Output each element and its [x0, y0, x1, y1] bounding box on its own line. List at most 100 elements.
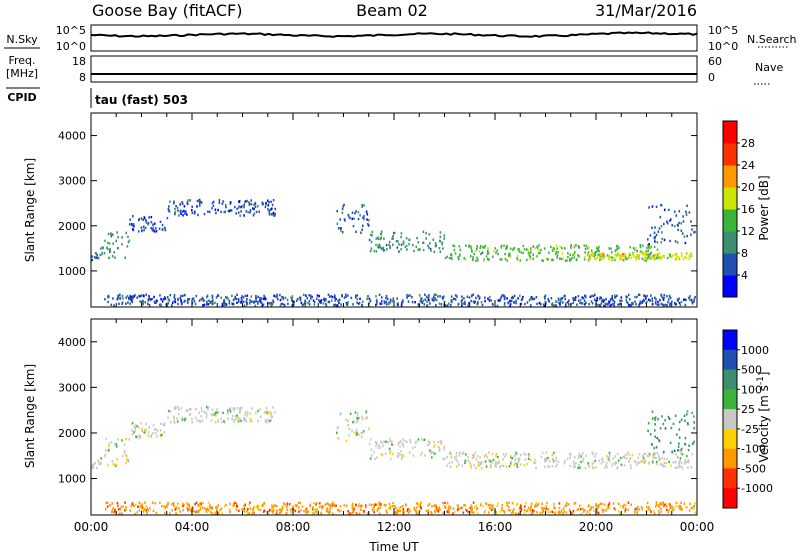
data-point: [292, 505, 294, 509]
data-point: [674, 303, 677, 306]
data-point: [469, 461, 471, 465]
data-point: [619, 512, 621, 515]
data-point: [390, 440, 393, 443]
data-point: [694, 502, 696, 505]
data-point: [548, 251, 550, 254]
data-point: [629, 253, 631, 256]
data-point: [655, 503, 658, 507]
data-point: [551, 302, 554, 305]
data-point: [517, 248, 519, 251]
data-point: [615, 461, 618, 464]
data-point: [155, 230, 158, 233]
data-point: [543, 303, 545, 306]
data-point: [318, 299, 320, 302]
data-point: [595, 246, 598, 249]
data-point: [649, 255, 652, 258]
data-point: [380, 302, 383, 305]
data-point: [345, 504, 348, 507]
data-point: [401, 456, 403, 459]
data-point: [645, 259, 647, 262]
data-point: [125, 453, 127, 456]
data-point: [612, 502, 615, 505]
data-point: [623, 254, 626, 257]
data-point: [116, 458, 118, 461]
data-point: [584, 466, 587, 470]
data-point: [180, 298, 182, 302]
data-point: [125, 296, 127, 299]
data-point: [234, 501, 236, 504]
data-point: [151, 501, 154, 504]
data-point: [268, 410, 271, 414]
data-point: [680, 465, 682, 468]
data-point: [428, 294, 430, 297]
data-point: [164, 297, 167, 300]
data-point: [373, 250, 375, 253]
data-point: [396, 511, 399, 514]
data-point: [340, 229, 342, 232]
data-point: [271, 203, 274, 207]
data-point: [186, 201, 189, 204]
data-point: [211, 512, 214, 515]
data-point: [667, 415, 670, 419]
data-point: [379, 237, 382, 241]
data-point: [681, 467, 684, 470]
data-point: [174, 212, 176, 216]
data-point: [398, 507, 400, 510]
data-point: [648, 452, 651, 456]
data-point: [139, 300, 141, 303]
y-tick-label: 2000: [58, 220, 86, 233]
data-point: [598, 503, 600, 507]
data-point: [592, 461, 595, 464]
data-point: [355, 230, 357, 233]
data-point: [594, 293, 596, 296]
data-point: [362, 430, 365, 433]
data-point: [601, 458, 603, 461]
data-band-0: [91, 252, 100, 262]
data-point: [138, 218, 140, 222]
data-point: [580, 460, 582, 464]
data-point: [186, 213, 188, 216]
data-point: [599, 258, 601, 262]
freq-tick-bottom: 8: [79, 71, 86, 84]
data-point: [653, 451, 656, 455]
data-point: [492, 504, 495, 507]
data-point: [613, 301, 616, 305]
data-point: [324, 297, 326, 301]
data-point: [335, 304, 337, 307]
data-point: [253, 300, 256, 303]
data-point: [229, 410, 232, 413]
data-point: [166, 296, 169, 299]
data-point: [316, 297, 318, 300]
data-point: [333, 503, 335, 506]
data-point: [479, 246, 481, 249]
data-point: [91, 255, 93, 258]
data-point: [582, 297, 585, 300]
data-point: [409, 294, 412, 297]
data-point: [105, 501, 107, 505]
data-point: [644, 295, 646, 298]
data-point: [619, 299, 621, 302]
data-point: [240, 210, 242, 213]
data-point: [365, 210, 368, 213]
data-point: [282, 502, 285, 505]
data-point: [666, 505, 668, 508]
data-point: [612, 299, 614, 302]
data-point: [327, 510, 330, 513]
data-point: [467, 459, 470, 462]
data-point: [437, 445, 440, 448]
data-point: [190, 509, 193, 513]
data-point: [690, 506, 693, 510]
data-point: [667, 301, 669, 304]
data-point: [243, 504, 245, 507]
data-point: [132, 215, 134, 218]
data-point: [647, 249, 649, 253]
data-point: [248, 503, 250, 506]
data-point: [653, 512, 656, 515]
data-point: [193, 300, 196, 303]
data-point: [182, 502, 184, 506]
data-point: [360, 431, 363, 435]
data-point: [675, 501, 677, 505]
data-point: [370, 247, 373, 250]
data-point: [524, 453, 527, 456]
data-point: [124, 449, 126, 453]
